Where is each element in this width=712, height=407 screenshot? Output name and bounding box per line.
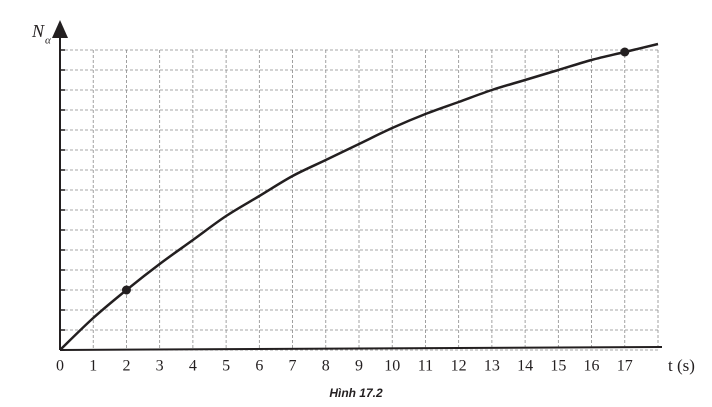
grid [59, 49, 659, 351]
x-tick-label: 10 [384, 358, 400, 375]
x-tick-label: 12 [451, 358, 467, 375]
x-tick-label: 4 [189, 358, 197, 375]
x-tick-label: 16 [584, 358, 600, 375]
point [121, 285, 131, 295]
x-tick-label: 14 [517, 358, 533, 375]
x-tick-label: 13 [484, 358, 500, 375]
x-axis [59, 346, 663, 351]
x-tick-label: 9 [355, 358, 363, 375]
x-tick-label: 1 [89, 358, 97, 375]
x-label: t (s) [668, 356, 695, 375]
x-tick-label: 5 [222, 358, 230, 375]
point [620, 47, 630, 57]
y-label: N [31, 21, 45, 41]
x-tick-label: 0 [56, 358, 64, 375]
x-tick-label: 7 [289, 358, 297, 375]
x-tick-label: 2 [122, 358, 130, 375]
x-tick-label: 11 [418, 358, 433, 375]
y-label-subscript: α [45, 35, 51, 47]
x-tick-label: 17 [617, 358, 633, 375]
caption: Hình 17.2 [329, 386, 383, 400]
line [59, 42, 659, 351]
x-tick-label: 6 [255, 358, 263, 375]
x-tick-label: 8 [322, 358, 330, 375]
x-tick-label: 15 [550, 358, 566, 375]
x-tick-label: 3 [156, 358, 164, 375]
